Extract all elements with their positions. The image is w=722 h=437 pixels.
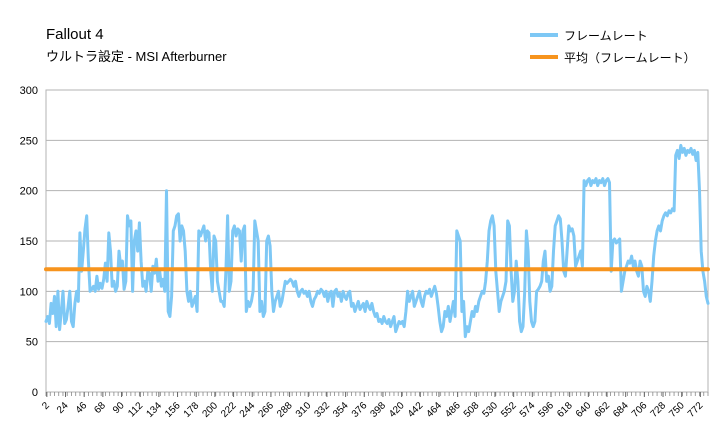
chart-title: Fallout 4 <box>46 26 104 43</box>
x-tick-label-464: 464 <box>424 400 444 420</box>
x-tick-label-618: 618 <box>555 400 575 420</box>
legend-label-framerate: フレームレート <box>564 28 648 43</box>
x-tick-label-310: 310 <box>294 400 314 420</box>
x-tick-label-178: 178 <box>182 400 202 420</box>
x-tick-label-420: 420 <box>387 400 407 420</box>
x-tick-label-574: 574 <box>518 400 538 420</box>
legend-swatch-average <box>530 55 558 59</box>
x-tick-label-530: 530 <box>481 400 501 420</box>
x-tick-label-728: 728 <box>649 400 669 420</box>
x-tick-label-354: 354 <box>331 400 351 420</box>
x-tick-label-772: 772 <box>686 400 706 420</box>
x-tick-label-2: 2 <box>40 400 52 412</box>
y-tick-label-300: 300 <box>20 85 38 97</box>
y-tick-label-100: 100 <box>20 286 38 298</box>
x-tick-label-552: 552 <box>499 400 519 420</box>
x-tick-label-134: 134 <box>144 400 164 420</box>
legend: フレームレート 平均（フレームレート） <box>530 24 696 68</box>
x-tick-label-398: 398 <box>368 400 388 420</box>
x-tick-label-156: 156 <box>163 400 183 420</box>
legend-item-framerate: フレームレート <box>530 24 696 46</box>
x-tick-label-222: 222 <box>219 400 239 420</box>
x-tick-label-332: 332 <box>312 400 332 420</box>
legend-swatch-framerate <box>530 33 558 37</box>
x-tick-label-266: 266 <box>256 400 276 420</box>
x-tick-label-442: 442 <box>406 400 426 420</box>
x-tick-label-596: 596 <box>537 400 557 420</box>
series-line-framerate <box>44 143 710 339</box>
x-tick-label-68: 68 <box>92 400 108 416</box>
legend-item-average: 平均（フレームレート） <box>530 46 696 68</box>
x-tick-label-46: 46 <box>74 400 90 416</box>
y-tick-label-150: 150 <box>20 236 38 248</box>
y-tick-label-50: 50 <box>26 337 38 349</box>
x-tick-label-486: 486 <box>443 400 463 420</box>
x-tick-label-24: 24 <box>55 400 71 416</box>
x-tick-label-200: 200 <box>200 400 220 420</box>
chart-subtitle: ウルトラ設定 - MSI Afterburner <box>46 49 227 64</box>
x-tick-label-288: 288 <box>275 400 295 420</box>
x-tick-label-640: 640 <box>574 400 594 420</box>
y-tick-label-200: 200 <box>20 186 38 198</box>
x-tick-label-90: 90 <box>111 400 127 416</box>
y-tick-label-250: 250 <box>20 135 38 147</box>
y-tick-label-0: 0 <box>32 387 38 399</box>
x-tick-label-112: 112 <box>126 400 145 419</box>
x-tick-label-684: 684 <box>611 400 631 420</box>
legend-label-average: 平均（フレームレート） <box>564 50 696 65</box>
x-tick-label-662: 662 <box>593 400 613 420</box>
x-tick-label-244: 244 <box>238 400 258 420</box>
x-tick-label-508: 508 <box>462 400 482 420</box>
x-tick-label-706: 706 <box>630 400 650 420</box>
x-tick-label-376: 376 <box>350 400 370 420</box>
x-tick-label-750: 750 <box>667 400 687 420</box>
